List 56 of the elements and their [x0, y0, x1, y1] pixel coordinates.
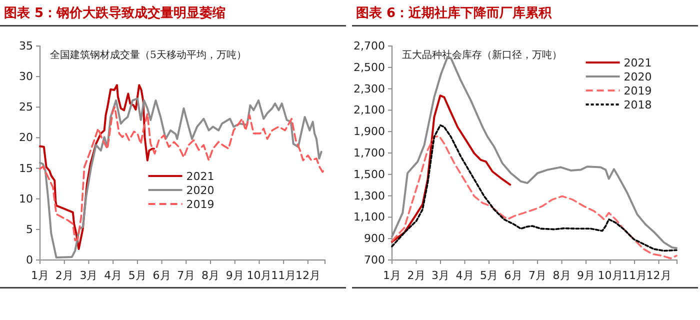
y-tick-label: 700	[364, 254, 385, 267]
y-tick-label: 900	[364, 232, 385, 246]
x-tick-label: 7月	[177, 269, 196, 282]
y-tick-label: 2,100	[354, 104, 385, 117]
line-series	[39, 106, 326, 242]
y-tick-label: 25	[19, 100, 33, 114]
x-tick-label: 2月	[55, 269, 74, 282]
x-tick-label: 6月	[504, 269, 522, 282]
line-series	[391, 94, 512, 243]
y-tick-label: 2,700	[354, 40, 385, 53]
y-tick-label: 1,900	[354, 125, 385, 138]
x-tick-label: 4月	[104, 269, 122, 282]
legend-label: 2021	[624, 56, 652, 70]
x-tick-label: 9月	[226, 269, 244, 282]
y-tick-label: 2,500	[354, 60, 385, 74]
x-tick-label: 4月	[456, 269, 474, 282]
x-tick-label: 1月	[383, 269, 401, 282]
y-tick-label: 35	[19, 40, 33, 53]
x-tick-label: 5月	[128, 269, 146, 282]
x-tick-label: 9月	[577, 269, 596, 282]
y-tick-label: 10	[19, 192, 33, 206]
x-tick-label: 7月	[528, 269, 547, 282]
legend-label: 2019	[186, 198, 214, 211]
x-tick-label: 12月	[295, 269, 320, 282]
y-tick-label: 1,300	[354, 189, 385, 202]
chart-title: 图表 6：近期社库下降而厂库累积	[356, 5, 553, 21]
legend-label: 2019	[624, 84, 652, 98]
y-tick-label: 15	[19, 162, 33, 175]
y-tick-label: 1,700	[354, 146, 385, 160]
legend-label: 2020	[186, 184, 214, 197]
x-tick-label: 11月	[271, 269, 296, 282]
x-tick-label: 5月	[480, 269, 498, 282]
x-tick-label: 2月	[407, 269, 426, 282]
legend-label: 2020	[624, 70, 652, 84]
chart-subtitle: 全国建筑钢材成交量（5天移动平均，万吨）	[50, 49, 246, 61]
x-tick-label: 11月	[622, 269, 648, 282]
y-tick-label: 1,500	[354, 168, 385, 181]
x-tick-label: 10月	[246, 269, 272, 282]
y-tick-label: 2,300	[354, 82, 385, 96]
legend-label: 2021	[186, 170, 214, 183]
y-tick-label: 20	[19, 131, 33, 144]
x-tick-label: 10月	[598, 269, 623, 282]
y-tick-label: 1,100	[354, 210, 385, 224]
x-tick-label: 8月	[552, 269, 571, 282]
x-tick-label: 3月	[80, 269, 98, 282]
x-tick-label: 12月	[646, 269, 672, 282]
x-tick-label: 3月	[432, 269, 450, 282]
chart-title: 图表 5：钢价大跌导致成交量明显萎缩	[4, 5, 226, 21]
x-tick-label: 1月	[31, 269, 49, 282]
y-tick-label: 5	[26, 222, 33, 236]
legend-label: 2018	[624, 98, 652, 112]
x-tick-label: 8月	[202, 269, 220, 282]
line-series	[39, 84, 155, 250]
y-tick-label: 0	[26, 254, 33, 267]
y-tick-label: 30	[19, 70, 33, 84]
x-tick-label: 6月	[152, 269, 171, 282]
